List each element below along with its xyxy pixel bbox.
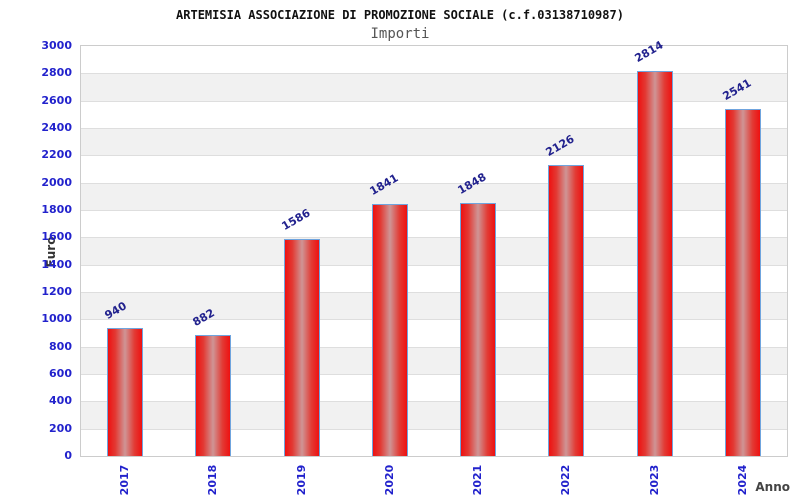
bars-layer: 940 882 1586 1841 1848 2126 2814 2541 bbox=[81, 38, 787, 456]
gridline bbox=[81, 319, 787, 320]
y-tick-label: 400 bbox=[49, 394, 72, 407]
gridline bbox=[81, 128, 787, 129]
x-tick-label-2020: 2020 bbox=[383, 464, 396, 496]
y-tick-label: 1200 bbox=[41, 285, 72, 298]
bar-2022 bbox=[548, 165, 584, 456]
x-tick-label-2017: 2017 bbox=[118, 464, 131, 496]
gridline bbox=[81, 401, 787, 402]
y-tick-label: 2000 bbox=[41, 176, 72, 189]
y-tick-label: 1400 bbox=[41, 258, 72, 271]
background-band bbox=[81, 46, 787, 74]
bar-2017 bbox=[107, 328, 143, 456]
x-tick-label-2019: 2019 bbox=[295, 464, 308, 496]
bar-value-label: 2126 bbox=[543, 132, 577, 159]
gridline bbox=[81, 237, 787, 238]
plot-area: 940 882 1586 1841 1848 2126 2814 2541 bbox=[80, 38, 788, 457]
y-tick-label: 1000 bbox=[41, 312, 72, 325]
bar-value-label: 1586 bbox=[279, 206, 313, 233]
y-tick-label: 1600 bbox=[41, 230, 72, 243]
gridline bbox=[81, 429, 787, 430]
gridline bbox=[81, 73, 787, 74]
y-tick-label: 800 bbox=[49, 340, 72, 353]
x-tick-label-2018: 2018 bbox=[206, 464, 219, 496]
bar-value-label: 2814 bbox=[632, 38, 666, 65]
x-axis-title: Anno bbox=[755, 480, 790, 494]
x-tick-label-2021: 2021 bbox=[471, 464, 484, 496]
bar-value-label: 1848 bbox=[455, 170, 489, 197]
bar-2021 bbox=[460, 203, 496, 456]
y-tick-label: 0 bbox=[64, 449, 72, 462]
bar-2024 bbox=[725, 109, 761, 456]
bar-value-label: 940 bbox=[102, 299, 129, 322]
y-tick-label: 600 bbox=[49, 367, 72, 380]
x-tick-label-2022: 2022 bbox=[559, 464, 572, 496]
gridline bbox=[81, 347, 787, 348]
y-tick-label: 2200 bbox=[41, 148, 72, 161]
bar-value-label: 882 bbox=[190, 306, 217, 329]
bar-2019 bbox=[284, 239, 320, 456]
y-tick-label: 1800 bbox=[41, 203, 72, 216]
gridline bbox=[81, 155, 787, 156]
gridline bbox=[81, 101, 787, 102]
y-tick-label: 200 bbox=[49, 422, 72, 435]
chart-subtitle: Importi bbox=[370, 26, 430, 42]
gridline bbox=[81, 183, 787, 184]
bar-2023 bbox=[637, 71, 673, 456]
gridline bbox=[81, 210, 787, 211]
gridline bbox=[81, 292, 787, 293]
bar-value-label: 2541 bbox=[720, 76, 754, 103]
bar-2020 bbox=[372, 204, 408, 456]
y-tick-label: 3000 bbox=[41, 39, 72, 52]
gridline bbox=[81, 265, 787, 266]
y-tick-label: 2400 bbox=[41, 121, 72, 134]
x-tick-label-2024: 2024 bbox=[736, 464, 749, 496]
bar-value-label: 1841 bbox=[367, 171, 401, 198]
gridline bbox=[81, 374, 787, 375]
bar-2018 bbox=[195, 335, 231, 456]
y-tick-label: 2600 bbox=[41, 94, 72, 107]
y-tick-label: 2800 bbox=[41, 66, 72, 79]
x-tick-label-2023: 2023 bbox=[648, 464, 661, 496]
chart-title: ARTEMISIA ASSOCIAZIONE DI PROMOZIONE SOC… bbox=[176, 8, 624, 22]
